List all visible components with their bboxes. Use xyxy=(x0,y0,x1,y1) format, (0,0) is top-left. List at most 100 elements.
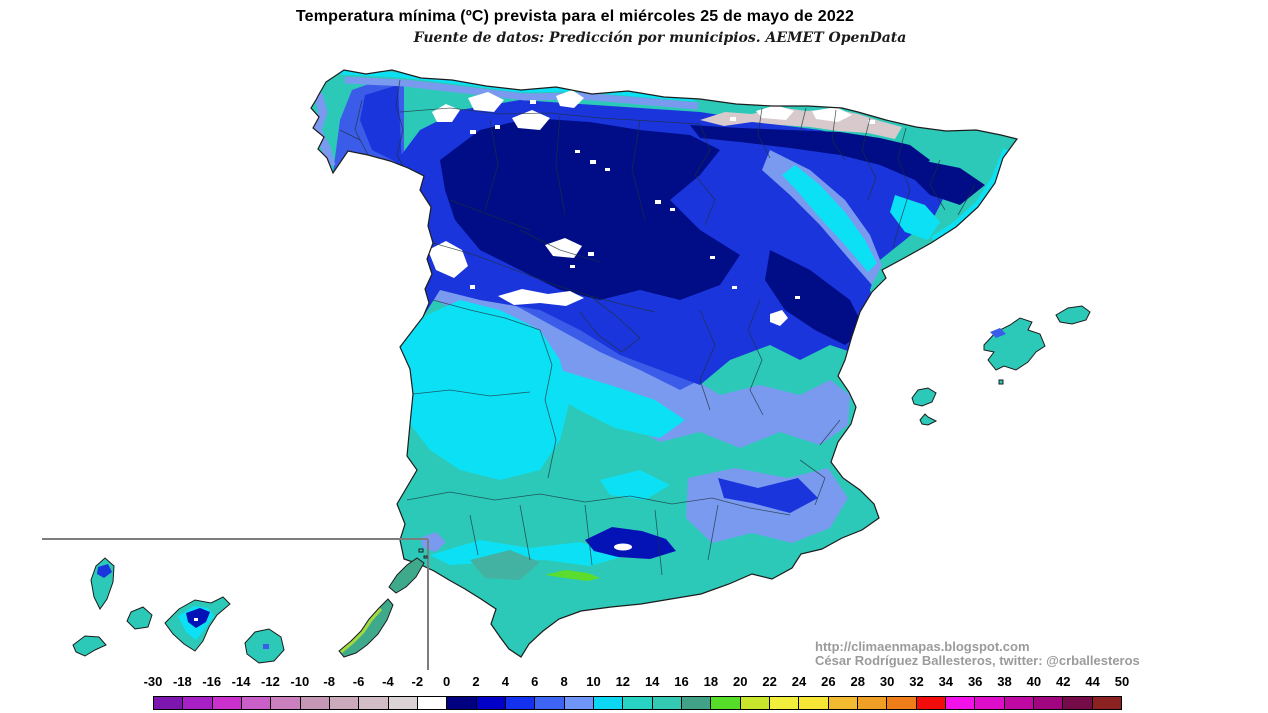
legend-cell-36-to-38 xyxy=(975,697,1005,709)
galicia-blue-core xyxy=(360,85,402,165)
legend-tick-label-0: 0 xyxy=(443,674,451,689)
legend-cell--30-to--18 xyxy=(154,697,184,709)
mainland-coastline xyxy=(310,69,1019,658)
attribution-url: http://climaenmapas.blogspot.com xyxy=(815,639,1030,654)
map-subtitle: Fuente de datos: Predicción por municipi… xyxy=(413,30,907,46)
legend-tick-label-26: 26 xyxy=(821,674,836,689)
mallorca-tramuntana-blue xyxy=(990,328,1006,338)
legend-cell-20-to-22 xyxy=(740,697,770,709)
lanzarote-islet-2 xyxy=(423,555,428,559)
mountain-white-patches xyxy=(428,90,800,326)
attribution-author: César Rodríguez Ballesteros, twitter: @c… xyxy=(815,653,1140,668)
la-gomera xyxy=(126,606,153,630)
map-title: Temperatura mínima (ºC) prevista para el… xyxy=(295,8,855,25)
sierra-nevada-navy xyxy=(585,527,676,559)
legend-tick-label-42: 42 xyxy=(1056,674,1071,689)
legend-color-bar xyxy=(153,696,1122,710)
legend-cell--4-to--2 xyxy=(388,697,418,709)
formentera xyxy=(919,413,938,426)
legend-tick-label-12: 12 xyxy=(615,674,631,689)
balearic-islands xyxy=(911,305,1091,426)
legend-cell-22-to-24 xyxy=(769,697,800,709)
ebro-valley-cyan xyxy=(782,165,877,272)
legend-cell--2-to-0 xyxy=(417,697,448,709)
legend-tick-label--16: -16 xyxy=(202,674,222,689)
legend-tick-label-24: 24 xyxy=(791,674,807,689)
el-hierro xyxy=(72,635,107,657)
mallorca xyxy=(983,317,1046,371)
legend-cell-0-to-2 xyxy=(447,697,477,709)
legend-tick-label-18: 18 xyxy=(703,674,719,689)
legend-cell--14-to--12 xyxy=(241,697,272,709)
seville-dark-teal-patch xyxy=(470,550,540,580)
aracena-periwinkle-patch xyxy=(420,532,446,552)
legend-tick-label-16: 16 xyxy=(674,674,689,689)
legend-cell--6-to--4 xyxy=(359,697,389,709)
lleida-cyan-patch xyxy=(890,195,940,240)
legend-tick-label--2: -2 xyxy=(411,674,424,689)
legend-tick-label--30: -30 xyxy=(143,674,163,689)
lanzarote-islet-1 xyxy=(418,548,424,553)
legend-tick-label-28: 28 xyxy=(850,674,865,689)
legend-cell-30-to-32 xyxy=(887,697,917,709)
legend-tick-label-32: 32 xyxy=(909,674,924,689)
legend-tick-label-10: 10 xyxy=(586,674,601,689)
lanzarote xyxy=(388,557,425,594)
legend-cell-26-to-28 xyxy=(828,697,858,709)
temperature-legend: -30 -18 -16 -14 -12 -10 -8 -6 -4 -2 0 2 4 6 8 10 12 14 16 1… xyxy=(144,674,1129,712)
legend-cell-44-to-50 xyxy=(1092,697,1121,709)
legend-tick-label--8: -8 xyxy=(323,674,335,689)
legend-cell-2-to-4 xyxy=(476,697,506,709)
menorca xyxy=(1055,305,1091,325)
legend-tick-label-38: 38 xyxy=(997,674,1012,689)
legend-tick-label-20: 20 xyxy=(733,674,748,689)
legend-cell-34-to-36 xyxy=(945,697,976,709)
cabrera-islet xyxy=(998,379,1004,385)
sierra-nevada-snow xyxy=(614,543,632,551)
legend-cell-4-to-6 xyxy=(505,697,536,709)
malaga-coast-green-sliver xyxy=(545,570,600,581)
legend-tick-label-4: 4 xyxy=(501,674,509,689)
legend-tick-label--6: -6 xyxy=(352,674,365,689)
legend-cell--16-to--14 xyxy=(212,697,242,709)
legend-tick-label--12: -12 xyxy=(261,674,280,689)
legend-tick-label-6: 6 xyxy=(531,674,539,689)
legend-tick-label-30: 30 xyxy=(879,674,895,689)
ibiza xyxy=(911,387,937,407)
legend-tick-label-40: 40 xyxy=(1026,674,1042,689)
legend-cell-28-to-30 xyxy=(857,697,888,709)
la-palma-blue-core xyxy=(97,564,112,578)
north-coast-periwinkle-strip xyxy=(344,76,699,110)
legend-tick-label-14: 14 xyxy=(644,674,660,689)
granada-blue-streaks xyxy=(718,478,818,513)
legend-cell-8-to-10 xyxy=(564,697,594,709)
canary-islands-inset xyxy=(42,538,429,670)
legend-tick-label--10: -10 xyxy=(290,674,310,689)
galicia-west-coast-strip xyxy=(312,92,336,168)
legend-cell--18-to--16 xyxy=(183,697,213,709)
pyrenees-snow-patches xyxy=(730,105,875,124)
legend-cell-42-to-44 xyxy=(1063,697,1093,709)
legend-cell-40-to-42 xyxy=(1033,697,1064,709)
province-boundaries xyxy=(339,79,976,576)
legend-cell-12-to-14 xyxy=(623,697,653,709)
legend-tick-label-50: 50 xyxy=(1114,674,1130,689)
legend-cell-24-to-26 xyxy=(799,697,829,709)
legend-tick-label--14: -14 xyxy=(231,674,251,689)
legend-cell--8-to--6 xyxy=(329,697,360,709)
legend-cell-32-to-34 xyxy=(916,697,946,709)
legend-tick-label--18: -18 xyxy=(172,674,192,689)
legend-cell-38-to-40 xyxy=(1004,697,1034,709)
legend-cell-14-to-16 xyxy=(652,697,682,709)
legend-cell-10-to-12 xyxy=(593,697,624,709)
legend-tick-label-8: 8 xyxy=(560,674,568,689)
legend-cell-18-to-20 xyxy=(711,697,741,709)
legend-tick-label-36: 36 xyxy=(967,674,983,689)
legend-tick-label-2: 2 xyxy=(472,674,480,689)
legend-cell--10-to--8 xyxy=(300,697,330,709)
attribution: http://climaenmapas.blogspot.com César R… xyxy=(815,640,1140,668)
legend-cell--12-to--10 xyxy=(271,697,301,709)
teide-snow-dot xyxy=(194,618,198,621)
